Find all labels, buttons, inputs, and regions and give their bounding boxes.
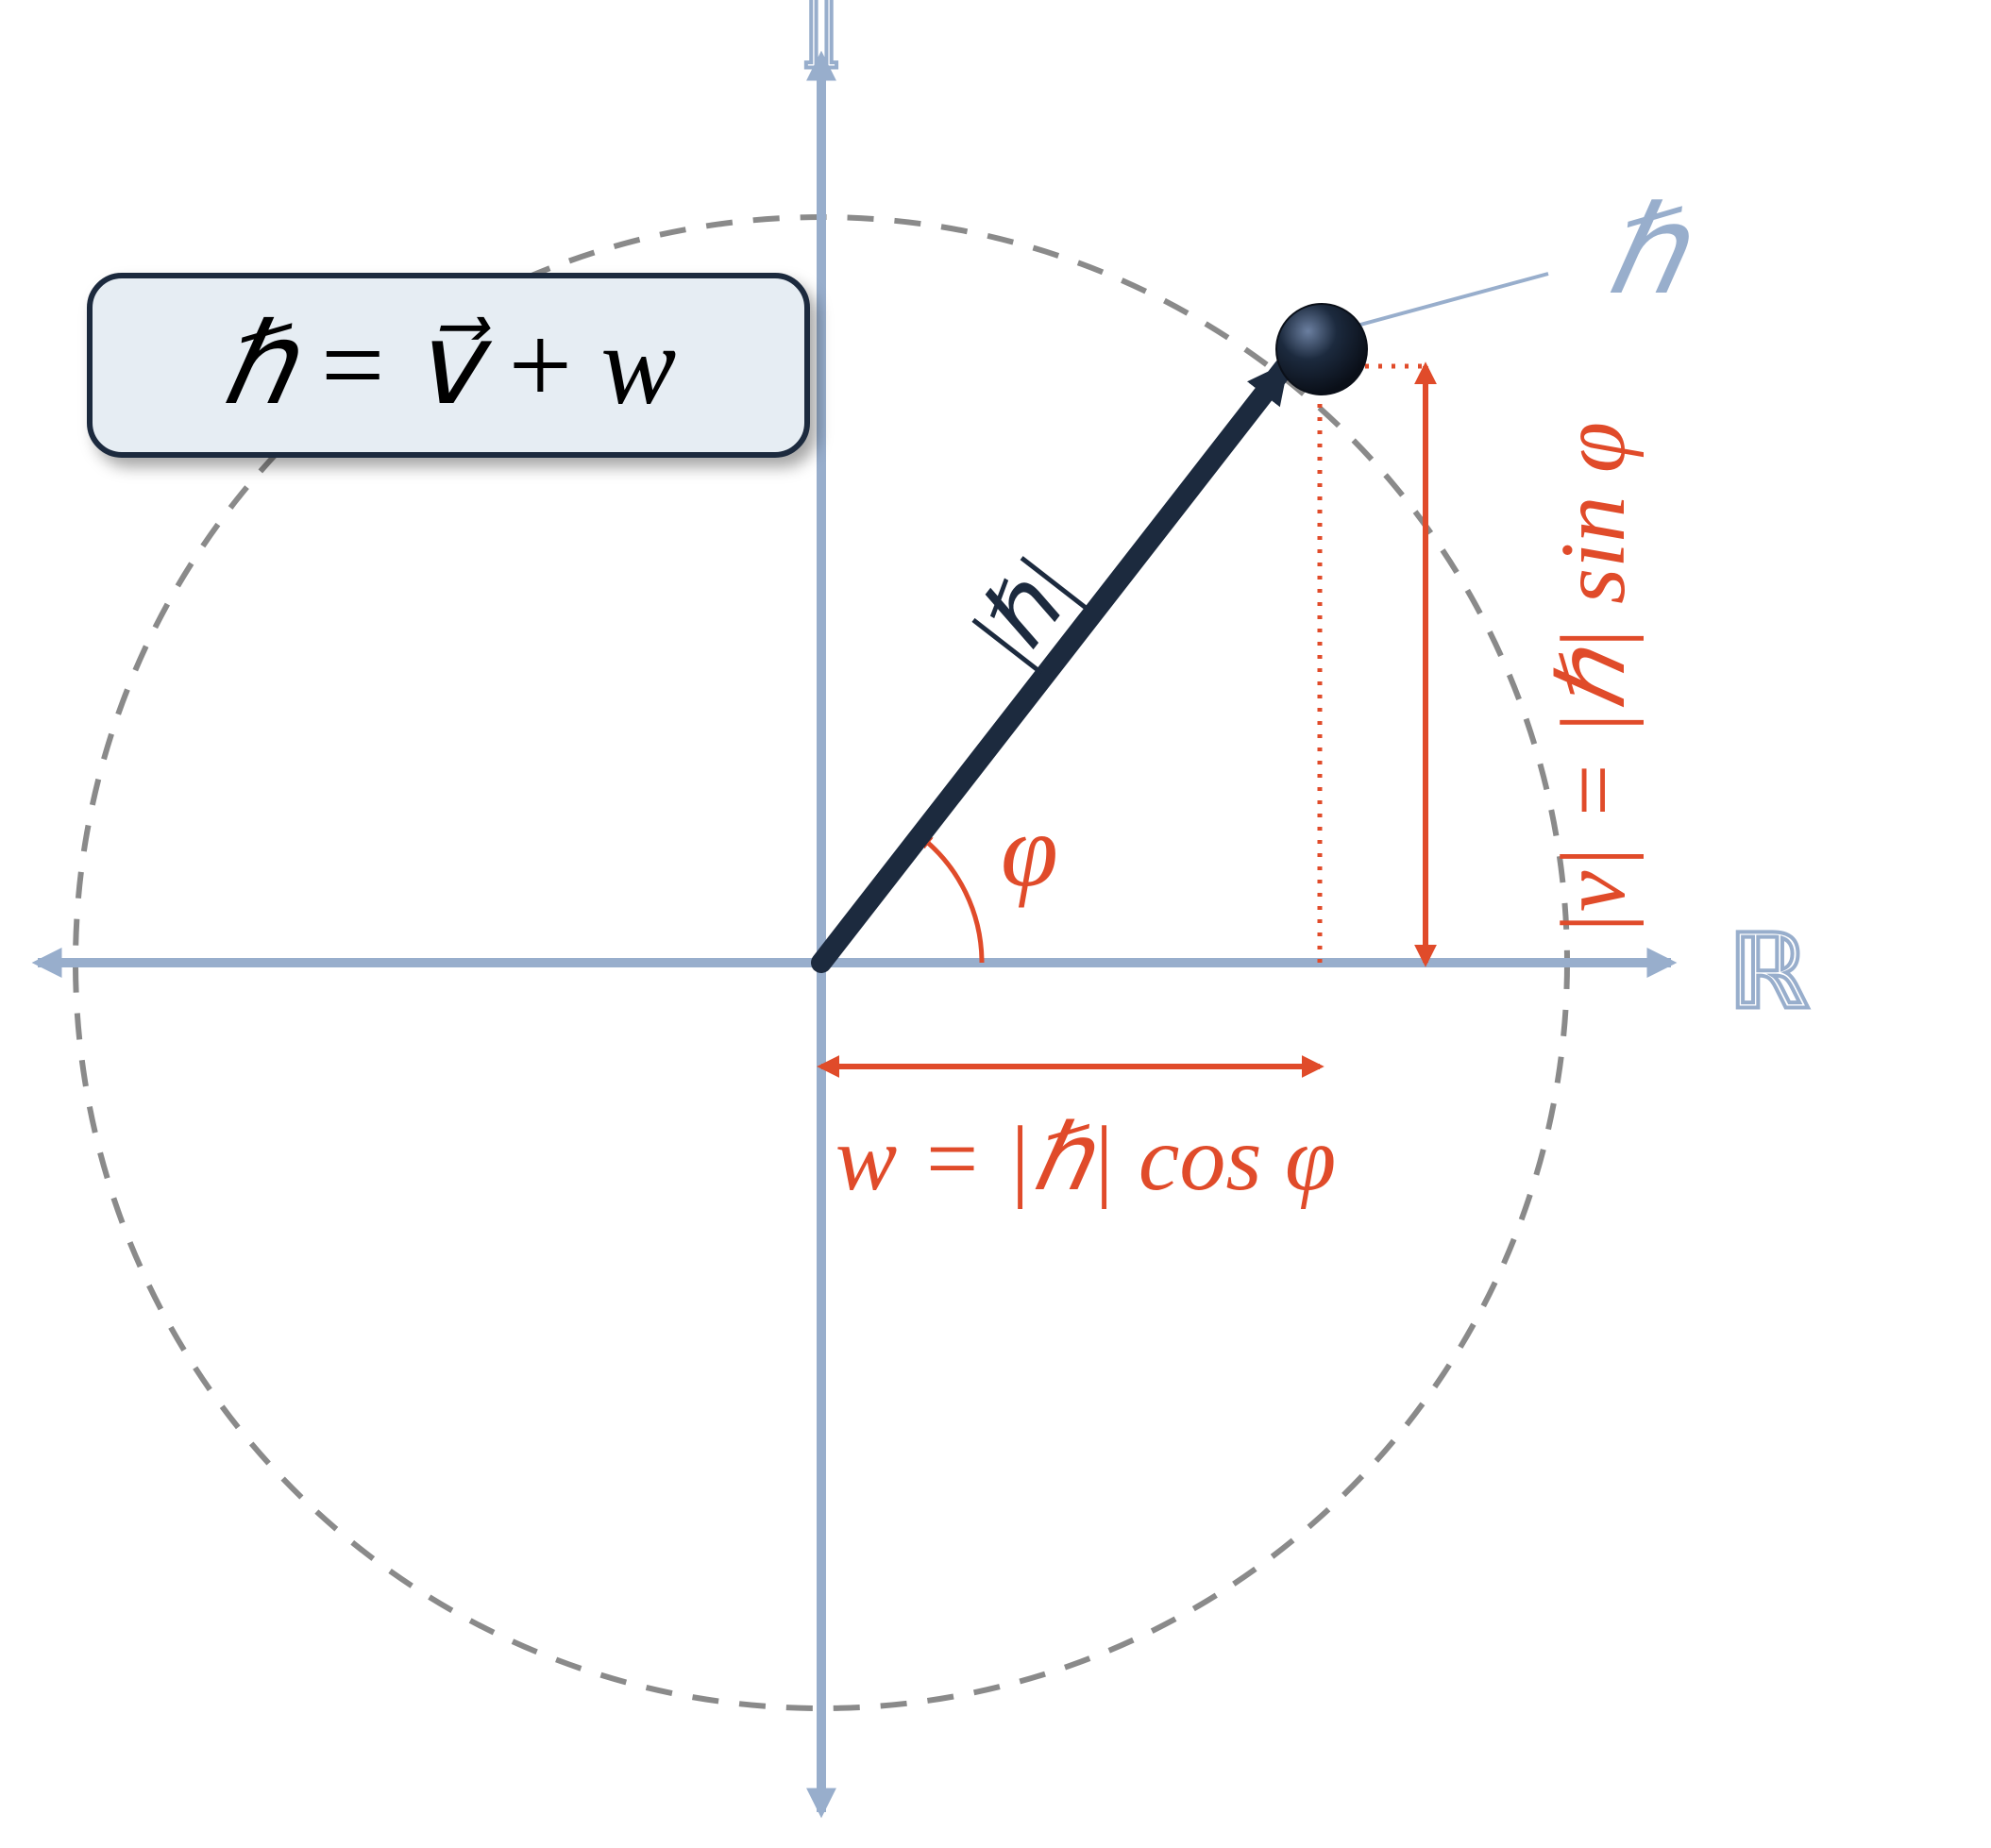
point-label: ℏ [1605, 184, 1691, 320]
vector-endpoint [1276, 304, 1367, 395]
w-label: w = |ℏ| cos φ [835, 1108, 1336, 1210]
complex-plane-diagram: ℝ𝕀φ|ℏ|ℏw = |ℏ| cos φ|v| = |ℏ| sin φℏ = v… [0, 0, 1991, 1848]
svg-text:|v| = |ℏ| sin φ: |v| = |ℏ| sin φ [1543, 422, 1645, 937]
v-label: |v| = |ℏ| sin φ [1543, 422, 1645, 937]
formula-box: ℏ = v⃗ + w [90, 276, 807, 455]
formula-text: ℏ = v⃗ + w [221, 302, 677, 428]
axis-label: ℝ [1728, 915, 1810, 1030]
axis-label: 𝕀 [801, 0, 841, 90]
angle-label: φ [1001, 793, 1058, 908]
